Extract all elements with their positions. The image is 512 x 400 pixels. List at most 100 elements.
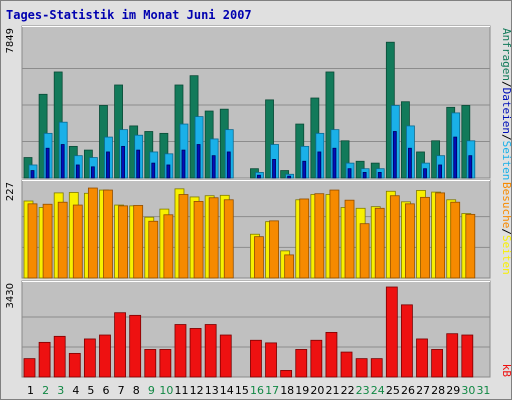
bar-seiten-day-24 [374, 207, 385, 279]
bar-seiten-day-13 [208, 197, 219, 279]
x-axis-day-labels: 1 2 3 4 5 6 7 8 9 10 11 12 13 14 15 16 17 18 19 20 21 22 23 24 2… [27, 384, 490, 397]
bar-seiten-day-27 [420, 196, 430, 279]
legend-middle: Besuche/Seiten [500, 182, 512, 275]
bar-kb-day-21 [325, 331, 338, 378]
day-label-21: 21 [325, 384, 339, 397]
bar-kb-day-6 [99, 334, 111, 378]
day-label-18: 18 [280, 384, 294, 397]
day-label-31: 31 [476, 384, 490, 397]
day-label-26: 26 [401, 384, 415, 397]
bar-dateien-day-18 [287, 175, 292, 179]
bar-seiten-day-1 [27, 203, 38, 279]
bar-seiten-day-5 [87, 187, 98, 279]
day-label-20: 20 [310, 384, 324, 397]
day-label-14: 14 [220, 384, 234, 397]
bar-seiten-day-7 [118, 205, 128, 279]
day-label-24: 24 [371, 384, 385, 397]
bar-dateien-day-29 [453, 136, 458, 179]
bar-dateien-day-27 [423, 168, 427, 179]
bar-seiten-day-28 [435, 192, 446, 279]
bar-seiten-day-12 [193, 201, 204, 279]
legend-middle-part: / [500, 228, 512, 235]
bar-kb-day-24 [370, 358, 383, 378]
bar-dateien-day-21 [332, 147, 337, 179]
bar-seiten-day-14 [223, 199, 234, 279]
bar-kb-day-1 [23, 358, 36, 378]
legend-top-part: / [500, 81, 512, 88]
y-max-label-top: 7849 [5, 28, 16, 53]
bar-kb-day-14 [219, 334, 232, 378]
legend-top-part: Seiten [500, 141, 512, 181]
bar-dateien-day-17 [272, 158, 276, 179]
bar-seiten-day-18 [284, 254, 295, 279]
day-label-30: 30 [461, 384, 475, 397]
bar-seiten-day-30 [465, 213, 476, 279]
bar-kb-day-7 [114, 312, 126, 378]
bar-dateien-day-19 [302, 160, 307, 179]
bar-dateien-day-30 [468, 155, 473, 179]
bar-dateien-day-25 [392, 131, 397, 179]
bar-seiten-day-23 [359, 223, 370, 279]
bar-kb-day-19 [295, 349, 308, 378]
day-label-23: 23 [356, 384, 370, 397]
panel-middle: 227 [5, 179, 491, 279]
legend-top-part: Dateien [500, 88, 512, 134]
bar-anfragen-day-22 [340, 140, 350, 179]
day-label-13: 13 [205, 384, 219, 397]
bar-kb-day-8 [129, 314, 142, 378]
bar-kb-day-23 [355, 358, 368, 378]
day-label-1: 1 [27, 384, 34, 397]
day-label-15: 15 [235, 384, 249, 397]
bar-seiten-day-17 [269, 220, 279, 279]
bar-kb-day-17 [265, 342, 277, 378]
bar-dateien-day-3 [60, 144, 65, 179]
y-max-label-middle: 227 [5, 182, 16, 201]
legend-middle-part: Besuche [500, 182, 512, 228]
bar-seiten-day-9 [148, 220, 159, 279]
bar-seiten-day-19 [299, 198, 310, 279]
legend-top: Anfragen/Dateien/Seiten [500, 28, 512, 180]
bar-kb-day-20 [310, 339, 323, 378]
bar-kb-day-4 [68, 352, 81, 378]
day-label-29: 29 [446, 384, 460, 397]
day-label-22: 22 [341, 384, 355, 397]
bar-dateien-day-7 [121, 145, 125, 179]
day-label-5: 5 [87, 384, 94, 397]
bar-dateien-day-4 [75, 164, 80, 179]
legend-middle-part: Seiten [500, 235, 512, 275]
bar-kb-day-13 [204, 324, 217, 378]
panel-bottom: 3430 [5, 280, 491, 378]
bar-dateien-day-28 [438, 164, 443, 179]
bar-kb-day-5 [83, 338, 96, 378]
day-label-25: 25 [386, 384, 400, 397]
day-label-28: 28 [431, 384, 445, 397]
day-label-12: 12 [190, 384, 204, 397]
day-label-3: 3 [57, 384, 64, 397]
panel-top: 7849 [5, 25, 491, 179]
bar-seiten-day-11 [178, 194, 189, 279]
bar-kb-day-10 [159, 349, 172, 378]
bar-dateien-day-24 [377, 172, 382, 179]
bar-kb-day-16 [250, 339, 262, 378]
bar-dateien-day-22 [347, 168, 352, 179]
bar-kb-day-22 [340, 351, 353, 378]
legend-bottom: kB [500, 364, 512, 378]
bar-seiten-day-21 [329, 189, 340, 279]
y-max-label-bottom: 3430 [5, 283, 16, 308]
bar-seiten-day-26 [405, 203, 415, 279]
day-label-27: 27 [416, 384, 430, 397]
bar-dateien-day-8 [136, 149, 141, 179]
day-label-6: 6 [103, 384, 110, 397]
bar-dateien-day-16 [257, 174, 261, 179]
day-label-10: 10 [159, 384, 173, 397]
bar-kb-day-12 [189, 328, 202, 378]
bar-kb-day-18 [280, 370, 293, 378]
bar-kb-day-30 [461, 334, 474, 378]
bar-dateien-day-9 [151, 162, 156, 179]
bar-kb-day-3 [53, 335, 66, 378]
day-label-4: 4 [72, 384, 79, 397]
bar-kb-day-11 [174, 324, 187, 378]
bar-kb-day-29 [446, 333, 459, 378]
bar-anfragen-day-21 [325, 71, 335, 179]
